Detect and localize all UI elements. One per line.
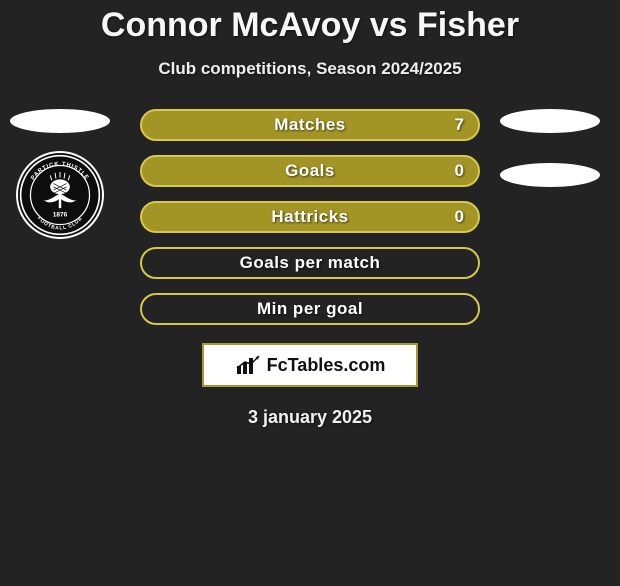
stat-bar: Matches 7 xyxy=(140,109,480,141)
stat-bar: Goals 0 xyxy=(140,155,480,187)
stat-bar-value: 7 xyxy=(455,115,464,135)
comparison-content: PARTICK THISTLE FOOTBALL CLUB xyxy=(0,109,620,428)
bars-icon xyxy=(235,354,263,376)
left-column: PARTICK THISTLE FOOTBALL CLUB xyxy=(10,109,110,239)
stat-bar-label: Goals xyxy=(285,161,335,181)
thistle-icon: PARTICK THISTLE FOOTBALL CLUB xyxy=(19,154,101,236)
stat-bar: Min per goal xyxy=(140,293,480,325)
stat-bar-label: Min per goal xyxy=(257,299,363,319)
fctables-logo-box: FcTables.com xyxy=(202,343,418,387)
stat-bar-label: Goals per match xyxy=(240,253,381,273)
stat-bar: Hattricks 0 xyxy=(140,201,480,233)
stat-bar: Goals per match xyxy=(140,247,480,279)
player-placeholder-left xyxy=(10,109,110,133)
fctables-logo-text: FcTables.com xyxy=(267,355,386,376)
svg-text:1876: 1876 xyxy=(53,211,68,218)
stat-bar-label: Hattricks xyxy=(271,207,348,227)
page-title: Connor McAvoy vs Fisher xyxy=(0,6,620,45)
right-column xyxy=(500,109,600,217)
stat-bars: Matches 7 Goals 0 Hattricks 0 Goals per match M… xyxy=(140,109,480,325)
stat-bar-value: 0 xyxy=(455,207,464,227)
stat-bar-label: Matches xyxy=(274,115,346,135)
club-badge-partick-thistle: PARTICK THISTLE FOOTBALL CLUB xyxy=(16,151,104,239)
player-placeholder-right-2 xyxy=(500,163,600,187)
player-placeholder-right-1 xyxy=(500,109,600,133)
stat-bar-value: 0 xyxy=(455,161,464,181)
date-text: 3 january 2025 xyxy=(0,407,620,428)
subtitle: Club competitions, Season 2024/2025 xyxy=(0,59,620,79)
